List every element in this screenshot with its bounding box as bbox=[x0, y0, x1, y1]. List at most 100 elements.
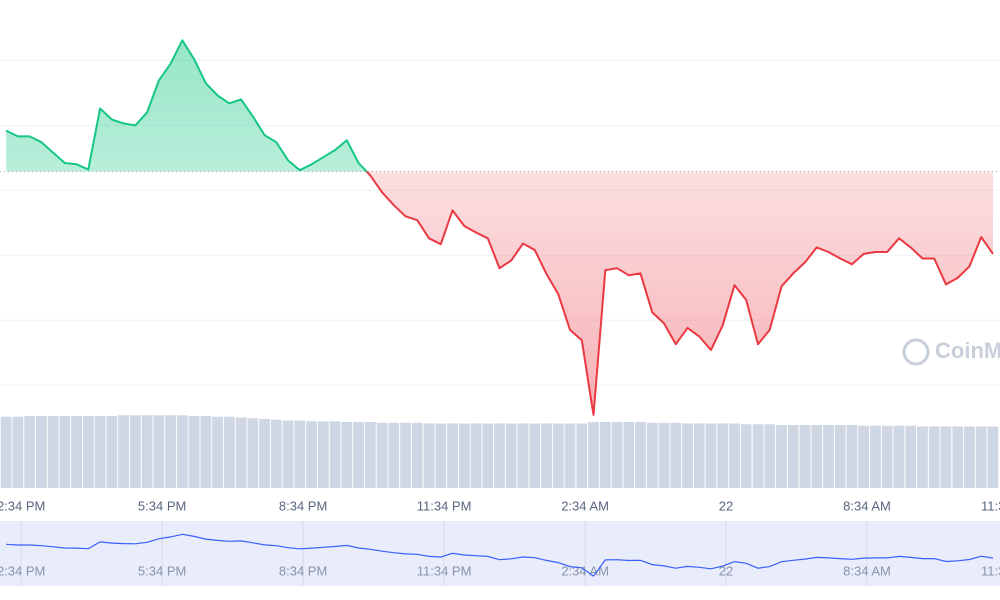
volume-bar bbox=[576, 423, 588, 488]
volume-bar bbox=[975, 426, 987, 488]
volume-bar bbox=[905, 425, 917, 488]
volume-bar bbox=[35, 416, 47, 488]
volume-bar bbox=[341, 422, 353, 488]
volume-bar bbox=[834, 425, 846, 488]
volume-bar bbox=[799, 425, 811, 488]
volume-bar bbox=[823, 425, 834, 488]
navigator-tick-label: 11:34 PM bbox=[417, 563, 472, 578]
volume-bar bbox=[82, 416, 94, 488]
volume-bar bbox=[59, 416, 71, 488]
volume-bar bbox=[482, 423, 494, 488]
volume-bar bbox=[118, 415, 129, 488]
volume-bar bbox=[12, 416, 24, 488]
volume-bar bbox=[306, 421, 317, 488]
volume-bar bbox=[564, 423, 576, 488]
navigator-tick-label: 2:34 PM bbox=[0, 563, 45, 578]
volume-bar bbox=[717, 423, 729, 488]
volume-bar bbox=[611, 422, 623, 488]
navigator-background bbox=[0, 521, 1000, 586]
volume-bar bbox=[200, 416, 212, 488]
volume-bar bbox=[928, 426, 940, 488]
navigator-tick-label: 5:34 PM bbox=[138, 563, 186, 578]
x-tick-label: 22 bbox=[719, 498, 733, 513]
volume-bar bbox=[364, 422, 376, 488]
volume-bar bbox=[964, 426, 975, 488]
volume-bar bbox=[282, 420, 294, 488]
volume-bar bbox=[153, 415, 165, 488]
volume-bar bbox=[435, 423, 447, 488]
watermark: CoinMarketCap bbox=[935, 338, 1000, 363]
volume-bar bbox=[223, 416, 235, 488]
volume-bar bbox=[552, 423, 564, 488]
volume-bar bbox=[317, 421, 329, 488]
navigator-tick-label: 22 bbox=[719, 563, 733, 578]
volume-bar bbox=[599, 422, 611, 488]
navigator-tick-label: 11:34 AM bbox=[981, 563, 1000, 578]
volume-bar bbox=[329, 421, 341, 488]
volume-bar bbox=[588, 422, 599, 488]
navigator-tick-label: 8:34 AM bbox=[843, 563, 891, 578]
navigator-line bbox=[6, 533, 994, 577]
volume-bar bbox=[388, 422, 400, 488]
volume-bar bbox=[353, 422, 364, 488]
volume-bar bbox=[529, 423, 541, 488]
price-line-down bbox=[365, 171, 994, 416]
volume-bar bbox=[106, 416, 118, 488]
volume-bar bbox=[917, 426, 928, 488]
volume-bar bbox=[870, 425, 881, 488]
volume-bar bbox=[693, 423, 705, 488]
volume-bar bbox=[494, 423, 505, 488]
volume-bar bbox=[247, 418, 259, 488]
volume-bar bbox=[705, 423, 717, 488]
x-tick-label: 8:34 AM bbox=[843, 498, 891, 513]
volume-bar bbox=[517, 423, 529, 488]
volume-bar bbox=[47, 416, 59, 488]
volume-bar bbox=[505, 423, 517, 488]
volume-bar bbox=[165, 415, 176, 488]
volume-bar bbox=[212, 416, 223, 488]
volume-bar bbox=[541, 423, 552, 488]
volume-bar bbox=[176, 415, 188, 488]
volume-bar bbox=[893, 425, 905, 488]
volume-bar bbox=[259, 419, 270, 488]
volume-bar bbox=[670, 422, 682, 488]
volume-bar bbox=[752, 424, 764, 488]
volume-bar bbox=[952, 426, 964, 488]
volume-bar bbox=[294, 420, 306, 488]
volume-bar bbox=[141, 415, 153, 488]
x-tick-label: 11:34 AM bbox=[981, 498, 1000, 513]
volume-bar bbox=[129, 415, 141, 488]
volume-bar bbox=[423, 423, 435, 488]
volume-bar bbox=[623, 422, 635, 488]
navigator-tick-label: 8:34 PM bbox=[279, 563, 327, 578]
volume-bar bbox=[411, 422, 423, 488]
x-tick-label: 2:34 AM bbox=[561, 498, 609, 513]
volume-bar bbox=[71, 416, 82, 488]
volume-bar bbox=[188, 416, 200, 488]
price-line-up bbox=[5, 39, 368, 172]
volume-bar bbox=[764, 424, 776, 488]
volume-bar bbox=[811, 425, 823, 488]
volume-bar bbox=[458, 423, 470, 488]
watermark-logo bbox=[902, 338, 930, 366]
volume-bar bbox=[858, 425, 870, 488]
volume-bar bbox=[987, 426, 999, 488]
volume-bar bbox=[658, 422, 670, 488]
volume-bar bbox=[270, 419, 282, 488]
volume-bar bbox=[400, 422, 411, 488]
volume-bar bbox=[447, 423, 458, 488]
volume-bar bbox=[0, 416, 12, 488]
volume-bar bbox=[24, 416, 35, 488]
volume-bar bbox=[740, 424, 752, 488]
area-up bbox=[6, 40, 367, 172]
volume-bar bbox=[235, 417, 247, 488]
x-tick-label: 11:34 PM bbox=[417, 498, 472, 513]
area-down bbox=[6, 171, 993, 415]
volume-bar bbox=[470, 423, 482, 488]
volume-bar bbox=[776, 425, 787, 488]
x-tick-label: 2:34 PM bbox=[0, 498, 45, 513]
x-tick-label: 5:34 PM bbox=[138, 498, 186, 513]
volume-bar bbox=[787, 425, 799, 488]
